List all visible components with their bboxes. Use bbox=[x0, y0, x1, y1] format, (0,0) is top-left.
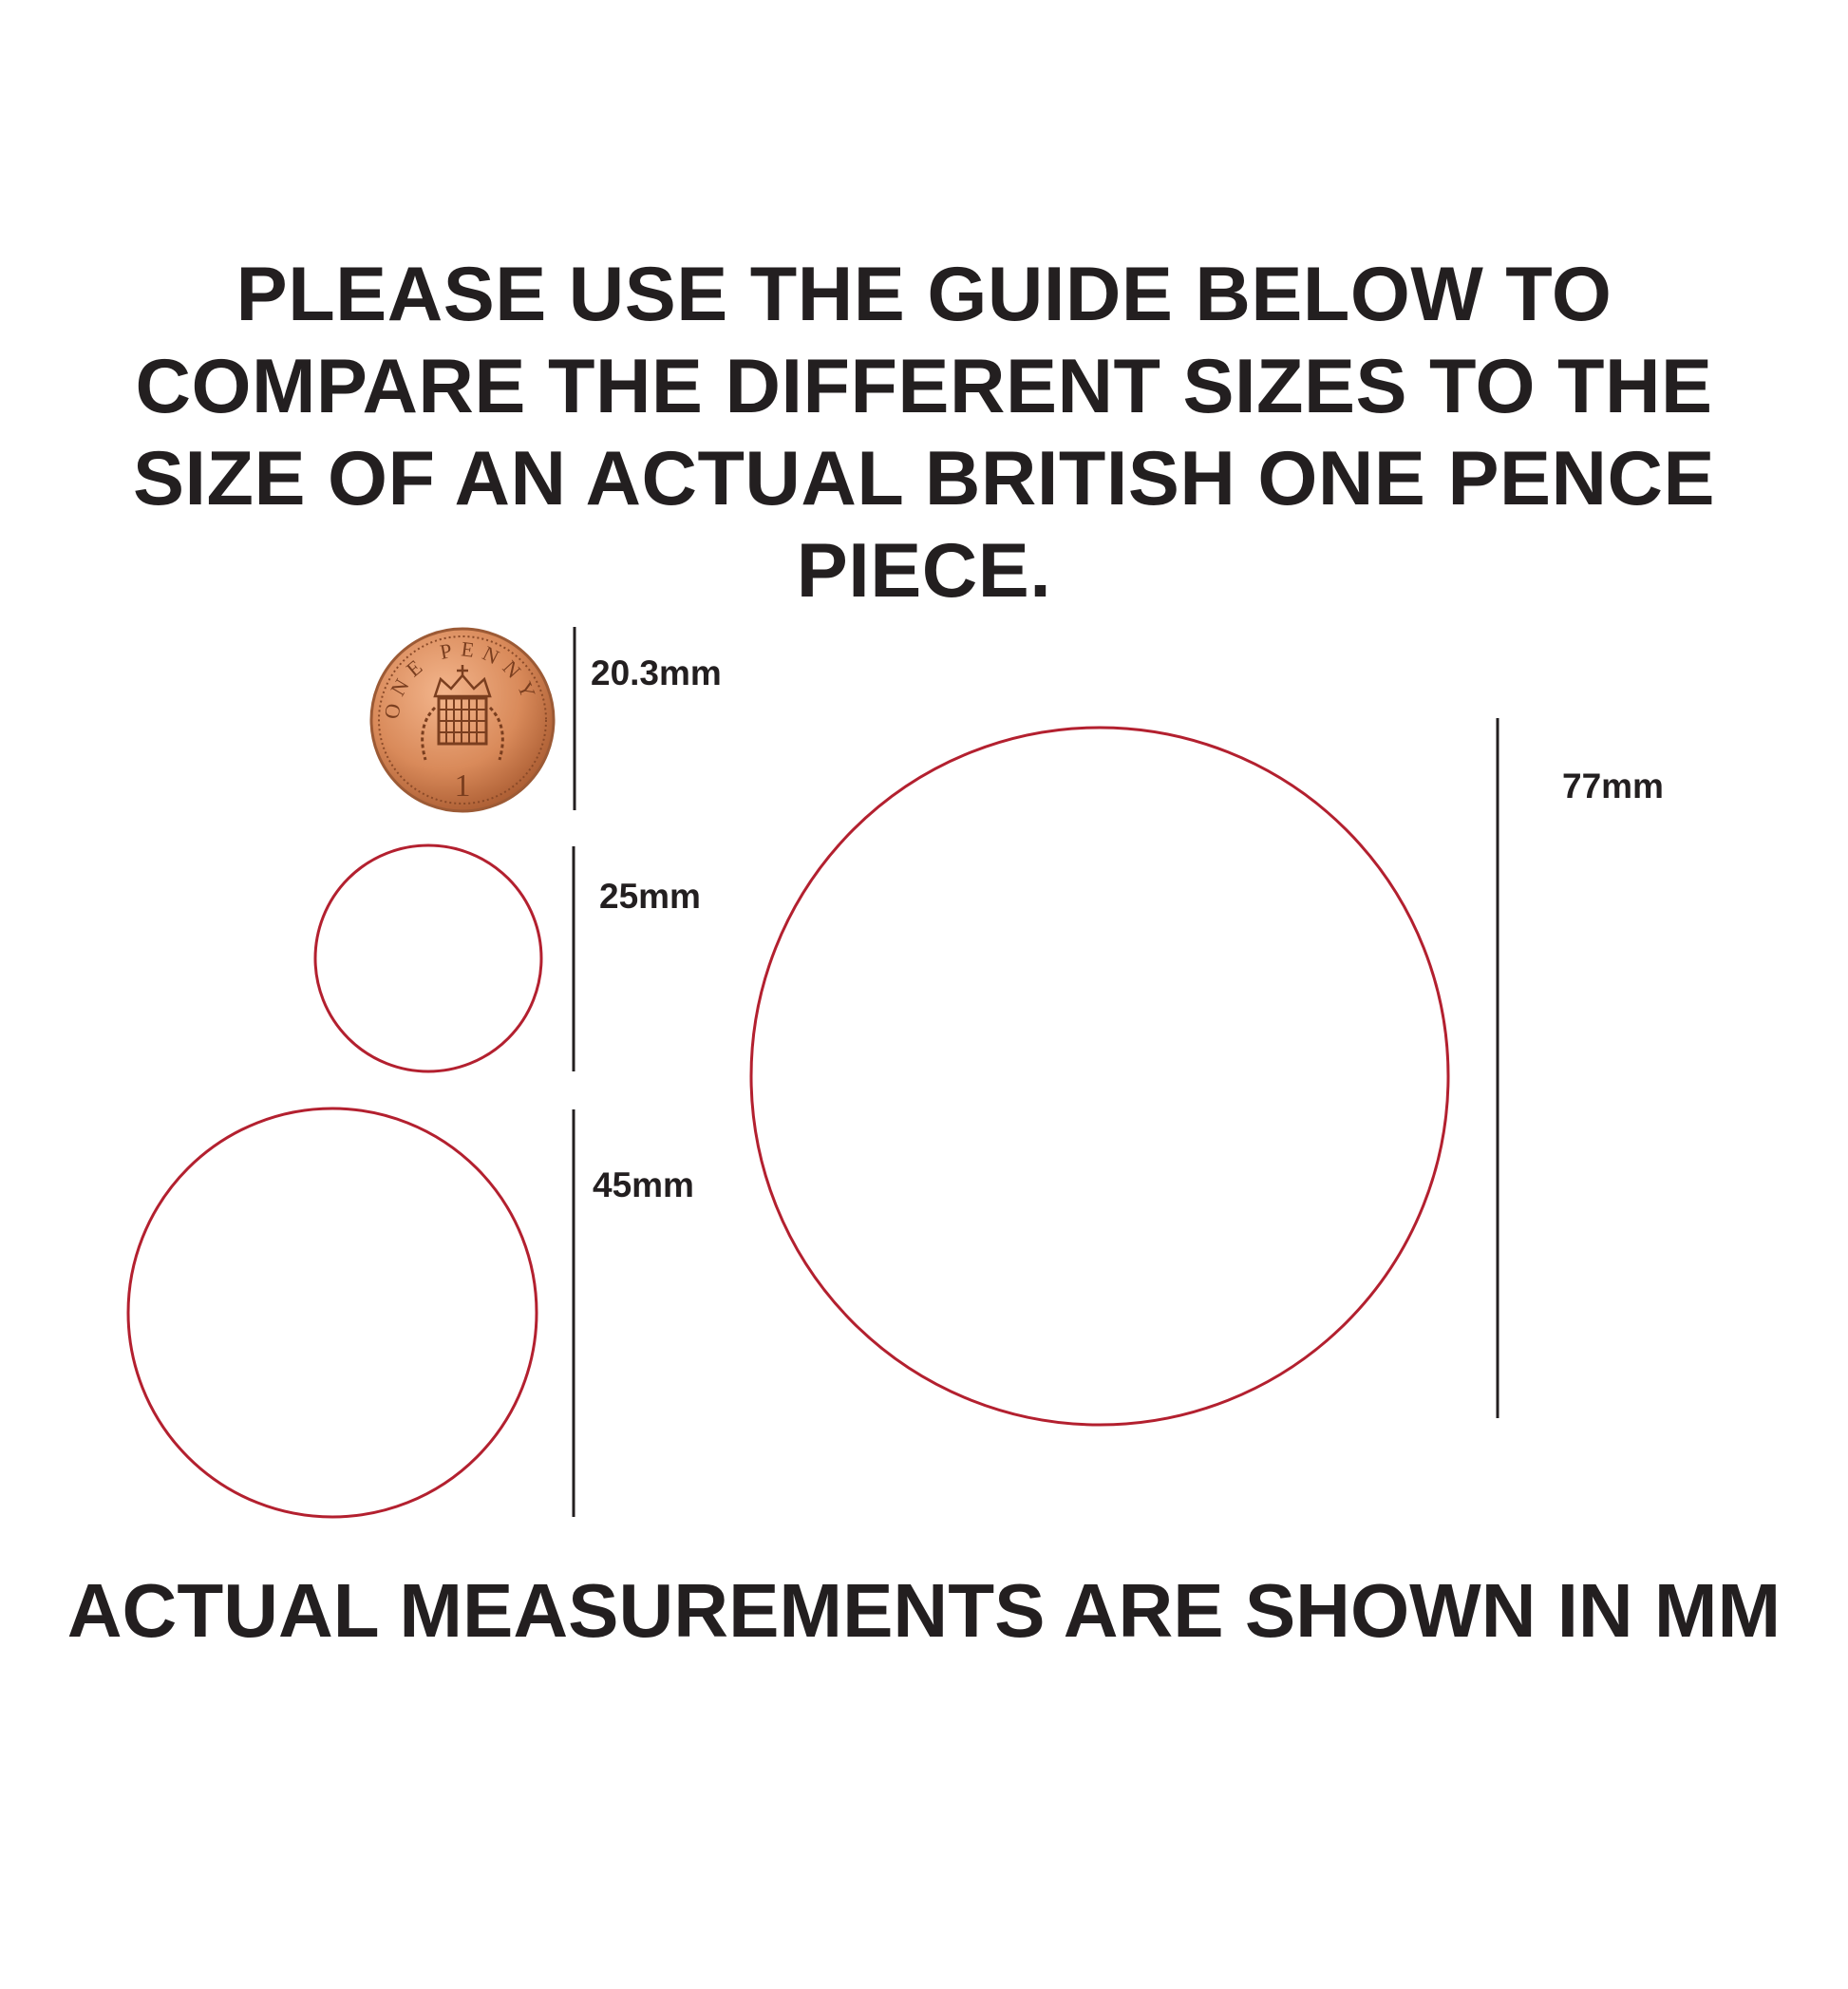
circle-77mm bbox=[749, 726, 1450, 1427]
label-45mm: 45mm bbox=[593, 1165, 694, 1204]
heading-line-3: SIZE OF AN ACTUAL BRITISH ONE PENCE bbox=[132, 436, 1716, 521]
heading: PLEASE USE THE GUIDE BELOW TO COMPARE TH… bbox=[0, 249, 1848, 617]
coin-numeral: 1 bbox=[455, 768, 471, 804]
circle-25mm bbox=[313, 843, 543, 1073]
circle-45mm bbox=[126, 1107, 538, 1519]
footer-note: ACTUAL MEASUREMENTS ARE SHOWN IN MM bbox=[66, 1568, 1782, 1653]
heading-line-1: PLEASE USE THE GUIDE BELOW TO bbox=[236, 252, 1612, 337]
one-penny-coin-image: ONE PENNY 1 bbox=[369, 627, 556, 813]
heading-line-2: COMPARE THE DIFFERENT SIZES TO THE bbox=[135, 344, 1713, 429]
label-77mm: 77mm bbox=[1562, 767, 1664, 805]
heading-line-4: PIECE. bbox=[796, 528, 1052, 614]
label-20-3mm: 20.3mm bbox=[591, 654, 722, 692]
label-25mm: 25mm bbox=[599, 877, 701, 916]
